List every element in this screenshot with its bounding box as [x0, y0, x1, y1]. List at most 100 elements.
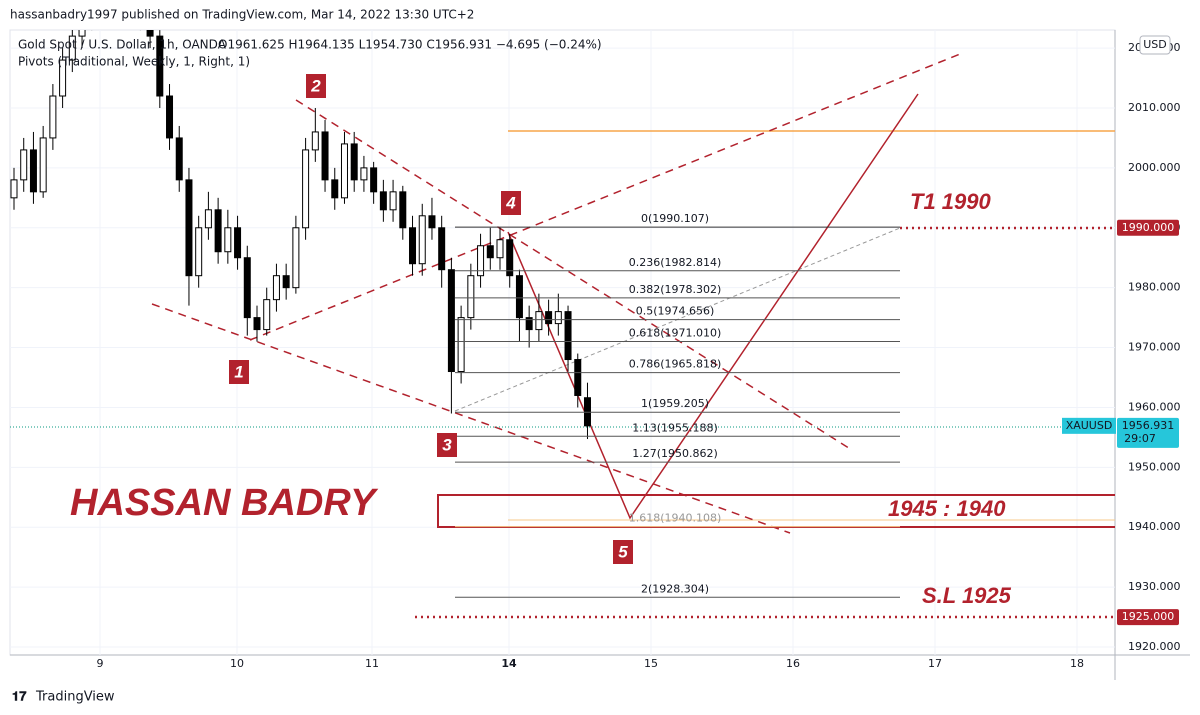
- wave-box: [306, 74, 326, 98]
- price-tick-label: 1980.000: [1128, 281, 1181, 294]
- stop-loss-label: S.L 1925: [922, 583, 1012, 608]
- price-tick-label: 1940.000: [1128, 520, 1181, 533]
- candle-body: [525, 317, 533, 331]
- fib-label: 1.618(1940.108): [629, 512, 722, 525]
- trendline: [295, 99, 853, 451]
- candle-body: [447, 269, 455, 373]
- price-tag-label: 1925.000: [1122, 610, 1175, 623]
- candle-body: [360, 167, 368, 181]
- candle-body: [535, 311, 543, 331]
- publisher-line: hassanbadry1997 published on TradingView…: [10, 8, 474, 22]
- wave-label: 5: [618, 542, 628, 561]
- time-tick-label: 18: [1070, 657, 1084, 670]
- candle-body: [59, 59, 67, 97]
- candle-body: [146, 30, 154, 37]
- candle-body: [574, 359, 582, 396]
- target-label: T1 1990: [910, 189, 991, 214]
- grid: [10, 30, 1115, 655]
- candle-body: [340, 143, 348, 199]
- candle-body: [214, 209, 222, 253]
- wave-label: 2: [310, 76, 321, 95]
- candle-body: [253, 317, 261, 331]
- candle-body: [292, 227, 300, 289]
- candle-body: [438, 227, 446, 271]
- candle-body: [243, 257, 251, 319]
- wave-labels: 1 2 3 4 5: [229, 74, 633, 564]
- symbol-tag-label: XAUUSD: [1066, 419, 1113, 432]
- fib-label: 0.382(1978.302): [629, 283, 722, 296]
- price-tag: [1117, 609, 1179, 626]
- candle-body: [418, 215, 426, 265]
- price-tick-label: 1950.000: [1128, 460, 1181, 473]
- candle-body: [496, 239, 504, 259]
- candle-body: [272, 275, 280, 301]
- candle-body: [399, 191, 407, 229]
- fib-label: 0.618(1971.010): [629, 327, 722, 340]
- fib-label: 0.5(1974.656): [636, 305, 715, 318]
- price-tag: [1117, 219, 1179, 236]
- candle-body: [49, 95, 57, 139]
- time-tick-label: 16: [786, 657, 800, 670]
- candle-body: [564, 311, 572, 361]
- wave-label: 1: [234, 362, 243, 381]
- candle-body: [29, 149, 37, 193]
- fib-label: 0(1990.107): [641, 212, 709, 225]
- candle-body: [302, 149, 310, 229]
- candle-body: [467, 275, 475, 319]
- candle-body: [486, 245, 494, 259]
- candle-body: [506, 239, 514, 277]
- trendline: [249, 53, 961, 341]
- symbol-tag: [1062, 417, 1116, 434]
- fib-label: 1(1959.205): [641, 397, 709, 410]
- candle-body: [204, 209, 212, 229]
- currency-box[interactable]: [1139, 35, 1171, 55]
- wave-label: 3: [442, 435, 452, 454]
- candle-body: [234, 227, 242, 259]
- zone-label: 1945 : 1940: [888, 496, 1006, 521]
- fib-levels: 0(1990.107) 0.236(1982.814) 0.382(1978.302…: [455, 212, 900, 598]
- fib-label: 0.786(1965.818): [629, 358, 722, 371]
- candle-body: [409, 227, 417, 265]
- candle-body: [477, 245, 485, 277]
- candle-body: [156, 35, 164, 97]
- brand: TradingView: [35, 690, 115, 705]
- candle-body: [370, 167, 378, 193]
- fib-label: 0.236(1982.814): [629, 256, 722, 269]
- candle-body: [515, 275, 523, 319]
- candle-body: [166, 95, 174, 139]
- symbol-info: Gold Spot / U.S. Dollar, 1h, OANDA: [18, 38, 227, 52]
- candle-body: [350, 143, 358, 181]
- candle-body: [185, 179, 193, 277]
- candle-body: [78, 30, 86, 37]
- candle-body: [457, 317, 465, 373]
- current-price-tag: [1117, 417, 1179, 448]
- time-tick-label: 9: [97, 657, 104, 670]
- price-tick-label: 1920.000: [1128, 640, 1181, 653]
- current-price-label: 1956.931: [1122, 419, 1175, 432]
- logo: 𝟏𝟕: [12, 690, 27, 705]
- candle-body: [20, 149, 28, 181]
- time-tick-label: 17: [928, 657, 942, 670]
- candle-body: [195, 227, 203, 277]
- fib-label: 2(1928.304): [641, 582, 709, 595]
- wave-box: [613, 540, 633, 564]
- candle-body: [331, 179, 339, 199]
- candle-body: [68, 35, 76, 61]
- wave-label: 4: [505, 193, 516, 212]
- price-tick-label: 1960.000: [1128, 400, 1181, 413]
- candle-body: [554, 311, 562, 325]
- ohlc-info: O1961.625 H1964.135 L1954.730 C1956.931 …: [218, 38, 602, 52]
- drawings: [10, 53, 1115, 619]
- wave-box: [501, 191, 521, 215]
- candle-body: [39, 137, 47, 193]
- currency-label[interactable]: USD: [1143, 38, 1167, 51]
- time-tick-label: 14: [501, 657, 517, 670]
- candle-body: [224, 227, 232, 253]
- author-label: HASSAN BADRY: [70, 482, 379, 524]
- candle-body: [321, 131, 329, 181]
- footer: 𝟏𝟕 TradingView: [12, 690, 115, 705]
- candle-body: [282, 275, 290, 289]
- candle-body: [389, 191, 397, 211]
